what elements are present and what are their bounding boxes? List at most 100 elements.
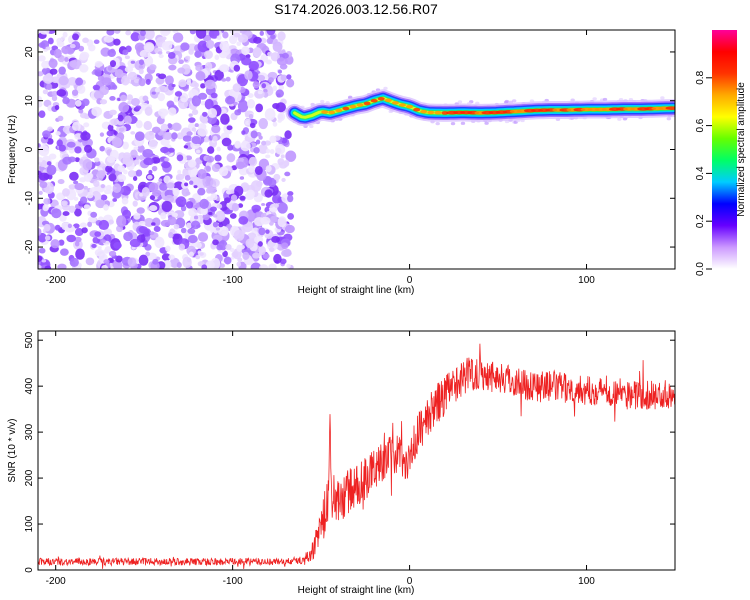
noise-speckle: [246, 189, 255, 199]
noise-speckle: [283, 248, 292, 257]
noise-speckle: [210, 92, 218, 99]
signal-peak: [427, 110, 435, 115]
noise-speckle: [214, 54, 220, 61]
noise-speckle: [168, 254, 175, 260]
noise-speckle: [118, 102, 130, 113]
noise-speckle: [164, 157, 170, 162]
noise-speckle: [42, 74, 54, 84]
noise-speckle: [153, 225, 161, 232]
track-speckle: [617, 117, 622, 121]
noise-speckle: [106, 156, 116, 163]
noise-speckle: [280, 154, 285, 159]
noise-speckle: [166, 182, 175, 189]
noise-speckle: [71, 89, 79, 96]
noise-speckle: [287, 191, 294, 197]
noise-speckle: [105, 184, 112, 192]
noise-speckle: [167, 51, 176, 59]
noise-speckle: [138, 59, 145, 66]
noise-speckle: [148, 205, 158, 212]
noise-speckle: [143, 157, 154, 166]
noise-speckle: [200, 116, 209, 123]
noise-speckle: [185, 191, 191, 196]
noise-speckle: [138, 78, 146, 87]
noise-speckle: [62, 211, 70, 217]
noise-speckle: [236, 41, 242, 47]
signal-peak: [399, 103, 407, 107]
noise-speckle: [285, 150, 297, 162]
noise-speckle: [237, 99, 249, 113]
noise-speckle: [127, 100, 133, 105]
noise-speckle: [93, 157, 100, 163]
noise-speckle: [41, 60, 50, 69]
y-tick-label: 20: [24, 46, 35, 58]
y-tick-label: 0: [24, 567, 35, 573]
noise-speckle: [276, 56, 288, 66]
noise-speckle: [215, 227, 220, 231]
noise-speckle: [57, 263, 67, 269]
colorbar-ticks: 0.0 0.2 0.4 0.6 0.8: [695, 70, 712, 276]
noise-speckle: [163, 259, 172, 269]
noise-speckle: [64, 57, 69, 62]
snr-line: [38, 343, 675, 570]
noise-speckle: [258, 227, 266, 236]
spectrogram-ylabel: Frequency (Hz): [7, 115, 18, 184]
noise-speckle: [83, 191, 88, 196]
noise-speckle: [197, 92, 208, 100]
noise-speckle: [269, 247, 275, 253]
noise-speckle: [154, 87, 160, 93]
noise-speckle: [106, 30, 115, 36]
noise-speckle: [186, 131, 193, 136]
noise-speckle: [74, 241, 80, 247]
y-tick-label: 10: [24, 95, 35, 107]
noise-speckle: [207, 146, 215, 154]
noise-speckle: [47, 126, 53, 132]
noise-speckle: [57, 115, 64, 122]
noise-speckle: [265, 148, 271, 154]
noise-speckle: [277, 216, 287, 228]
noise-speckle: [151, 165, 158, 172]
noise-speckle: [148, 182, 159, 193]
noise-speckle: [180, 227, 187, 234]
x-tick-label: 100: [578, 576, 595, 587]
noise-speckle: [69, 171, 79, 181]
snr-axes: -200 -100 0 100 0 100 200 300 400 500: [24, 331, 675, 587]
noise-speckle: [204, 98, 214, 110]
noise-speckle: [182, 256, 192, 269]
noise-speckle: [278, 85, 285, 90]
signal-peak: [370, 98, 378, 103]
noise-speckle: [38, 156, 43, 163]
noise-speckle: [194, 50, 202, 58]
noise-speckle: [51, 208, 62, 219]
noise-speckle: [178, 79, 187, 88]
noise-speckle: [42, 204, 49, 212]
noise-speckle: [244, 70, 253, 81]
noise-speckle: [230, 189, 235, 194]
noise-speckle: [130, 131, 136, 135]
noise-speckle: [204, 61, 213, 71]
noise-speckle: [99, 145, 105, 152]
noise-speckle: [272, 85, 277, 91]
noise-speckle: [46, 161, 52, 166]
track-speckle: [457, 100, 463, 104]
noise-speckle: [38, 264, 43, 269]
noise-speckle: [230, 194, 238, 202]
noise-speckle: [217, 225, 229, 236]
snr-plot-area: [38, 343, 675, 570]
noise-speckle: [205, 155, 215, 163]
noise-speckle: [51, 90, 59, 97]
noise-speckle: [187, 235, 198, 244]
noise-speckle: [171, 132, 178, 140]
noise-speckle: [233, 229, 245, 242]
noise-speckle: [208, 211, 213, 216]
track-speckle: [383, 86, 388, 91]
noise-speckle: [137, 144, 145, 153]
noise-speckle: [174, 91, 183, 97]
noise-speckle: [255, 139, 261, 145]
noise-speckle: [111, 137, 123, 148]
noise-speckle: [43, 223, 51, 232]
noise-speckle: [264, 108, 276, 121]
noise-speckle: [272, 194, 282, 204]
noise-speckle: [48, 58, 58, 69]
